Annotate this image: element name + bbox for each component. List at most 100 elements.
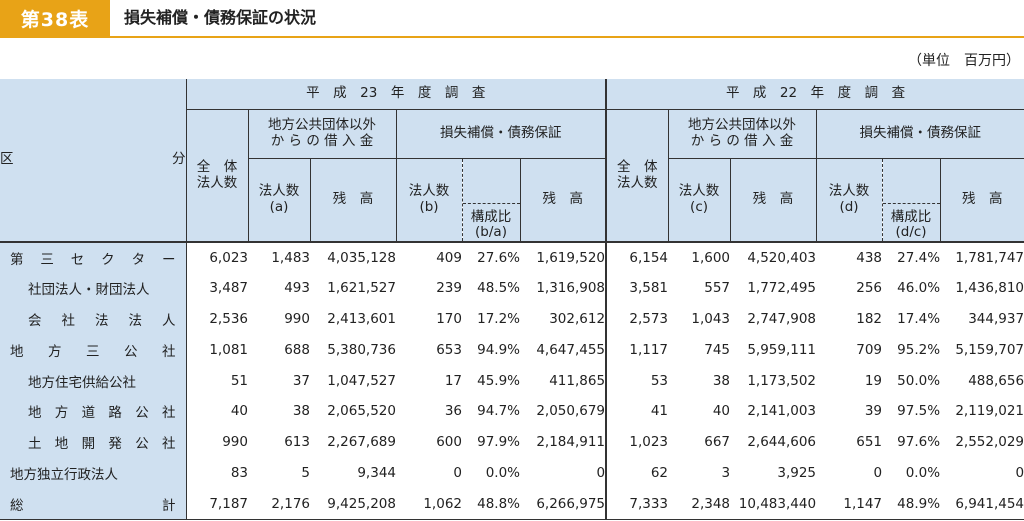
y2-ratio-header: 構成比 (d/c) [882, 158, 941, 243]
value-cell: 344,937 [968, 310, 1024, 327]
value-cell: 7,333 [605, 488, 669, 520]
row-label-part: 道 [81, 405, 96, 422]
value-cell: 1,147 [816, 488, 883, 520]
y1-corp-a-header: 法人数 (a) [247, 158, 310, 243]
row-label-part: 法 [95, 312, 109, 329]
guarantee-table: 区分 平 成 23 年 度 調 査 平 成 22 年 度 調 査 全 体 法人数… [0, 79, 1024, 520]
value-cell: 2,050,679 [536, 403, 606, 420]
value-cell: 2,184,911 [536, 434, 606, 451]
row-label-part: 公 [124, 343, 138, 360]
row-label-part: 社 [161, 405, 176, 422]
row-label: 地方独立行政法人 [0, 457, 187, 489]
value-cell: 1,316,908 [536, 280, 606, 297]
y2-corp-c-header: 法人数 (c) [667, 158, 731, 243]
value-cell: 36 [444, 403, 462, 420]
value-cell: 38 [712, 372, 731, 389]
row-label-part: 地 [54, 436, 69, 453]
row-label-part: 社 [162, 343, 176, 360]
value-cell: 7,187 [186, 488, 248, 520]
row-label-part: 三 [40, 251, 54, 268]
row-label-part: 公 [135, 436, 149, 453]
value-cell: 45.9% [477, 372, 520, 389]
row-label: 総計 [0, 488, 187, 520]
value-cell: 39 [864, 403, 883, 420]
title-underline [0, 36, 1024, 38]
value-cell: 2,267,689 [327, 434, 396, 451]
table-row: 会 社 法 法 人 2,536 990 2,413,601 170 17.2% 302,612 2,5… [0, 303, 1024, 335]
table-row: 社団法人・財団法人 3,487 493 1,621,527 239 48.5% 1,316,… [0, 272, 1024, 304]
value-cell: 2,176 [248, 488, 310, 520]
y1-borrow-header: 地方公共団体以外 か ら の 借 入 金 [247, 109, 396, 159]
value-cell: 1,483 [248, 241, 310, 273]
row-label-part: 法 [128, 312, 143, 329]
value-cell: 95.2% [897, 341, 941, 358]
value-cell: 1,047,527 [327, 372, 396, 389]
value-cell: 5,959,111 [747, 341, 817, 358]
y1-balance2-header: 残 高 [519, 158, 607, 243]
value-cell: 94.7% [477, 403, 520, 420]
y2-balance2-header: 残 高 [939, 158, 1024, 243]
value-cell: 409 [396, 241, 462, 273]
value-cell: 17.4% [897, 310, 941, 327]
value-cell: 17 [444, 372, 462, 389]
value-cell: 2,536 [209, 310, 248, 327]
value-cell: 9,425,208 [310, 488, 396, 520]
row-label-part: 計 [162, 497, 176, 514]
value-cell: 97.5% [897, 403, 941, 420]
row-label: 地方住宅供給公社 [0, 365, 187, 396]
value-cell: 1,173,502 [747, 372, 817, 389]
row-label-part: 地方独立行政法人 [10, 466, 118, 483]
value-cell: 97.6% [897, 434, 941, 451]
table-number-badge: 第38表 [0, 0, 110, 36]
year1-header: 平 成 23 年 度 調 査 [185, 79, 607, 110]
value-cell: 48.9% [882, 488, 941, 520]
table-row: 第三セクター 6,023 1,483 4,035,128 409 27.6% 1,619,5… [0, 241, 1024, 273]
row-label-part: 人 [162, 312, 176, 329]
row-header-right: 分 [172, 151, 186, 168]
value-cell: 1,619,520 [520, 241, 607, 273]
row-label-part: 方 [54, 405, 69, 422]
value-cell: 40 [230, 403, 248, 420]
value-cell: 83 [230, 464, 248, 481]
value-cell: 19 [864, 372, 883, 389]
value-cell: 48.8% [462, 488, 520, 520]
value-cell: 0 [1015, 464, 1024, 481]
value-cell: 4,520,403 [730, 241, 817, 273]
row-label: 地方道路公社 [0, 395, 187, 427]
y1-ratio-header: 構成比 (b/a) [462, 158, 520, 243]
value-cell: 2,552,029 [955, 434, 1024, 451]
y1-corp-b-header: 法人数 (b) [395, 158, 463, 243]
row-label-part: 土 [28, 436, 42, 453]
value-cell: 97.9% [477, 434, 520, 451]
value-cell: 62 [605, 457, 669, 489]
y1-total-corp-header: 全 体 法人数 [185, 109, 248, 243]
value-cell: 6,023 [186, 241, 248, 273]
row-label: 会社法法人 [0, 303, 187, 335]
value-cell: 709 [856, 341, 883, 358]
row-label-part: 発 [108, 436, 122, 453]
row-label-part: 路 [108, 405, 122, 422]
value-cell: 1,043 [691, 310, 731, 327]
value-cell: 1,062 [396, 488, 462, 520]
table-title: 損失補償・債務保証の状況 [124, 8, 317, 27]
row-label-part: 会 [28, 312, 42, 329]
row-header-left: 区 [0, 151, 14, 168]
value-cell: 0 [453, 464, 462, 481]
row-label-part: 地 [28, 405, 42, 422]
value-cell: 0 [596, 464, 606, 481]
value-cell: 38 [292, 403, 310, 420]
value-cell: 51 [230, 372, 248, 389]
value-cell: 37 [292, 372, 310, 389]
year2-header: 平 成 22 年 度 調 査 [605, 79, 1024, 110]
value-cell: 3,487 [209, 280, 248, 297]
value-cell: 1,023 [605, 426, 669, 458]
value-cell: 5 [301, 464, 310, 481]
value-cell: 0.0% [485, 464, 520, 481]
row-header-cell: 区分 [0, 79, 186, 243]
value-cell: 48.5% [477, 280, 520, 297]
value-cell: 990 [284, 310, 310, 327]
table-row: 地方住宅供給公社 51 37 1,047,527 17 45.9% 411,865 53 38 1… [0, 365, 1024, 396]
value-cell: 488,656 [968, 372, 1024, 389]
row-label-part: ク [101, 251, 115, 268]
value-cell: 1,781,747 [940, 241, 1024, 273]
